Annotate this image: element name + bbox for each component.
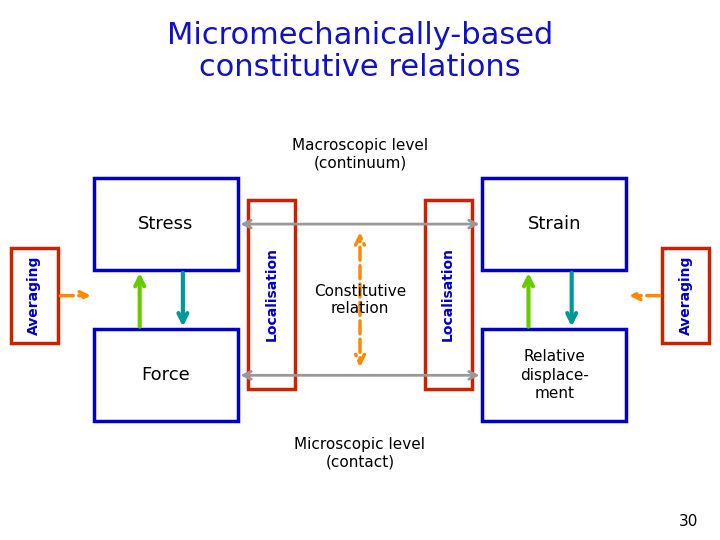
Bar	[248, 200, 295, 389]
Text: Averaging: Averaging	[27, 256, 41, 335]
Bar	[482, 178, 626, 270]
Text: Microscopic level
(contact): Microscopic level (contact)	[294, 437, 426, 470]
Text: Stress: Stress	[138, 215, 193, 233]
Bar	[94, 329, 238, 421]
Text: Strain: Strain	[528, 215, 581, 233]
Text: Micromechanically-based: Micromechanically-based	[167, 21, 553, 50]
Text: Localisation: Localisation	[441, 247, 455, 341]
Text: Localisation: Localisation	[265, 247, 279, 341]
Bar	[94, 178, 238, 270]
Text: Averaging: Averaging	[679, 256, 693, 335]
Text: Macroscopic level
(continuum): Macroscopic level (continuum)	[292, 138, 428, 170]
Bar	[11, 248, 58, 343]
Text: Relative
displace-
ment: Relative displace- ment	[520, 349, 589, 401]
Bar	[482, 329, 626, 421]
Text: constitutive relations: constitutive relations	[199, 53, 521, 82]
Bar	[662, 248, 709, 343]
Text: Constitutive
relation: Constitutive relation	[314, 284, 406, 316]
Text: 30: 30	[679, 514, 698, 529]
Text: Force: Force	[141, 366, 190, 384]
Bar	[425, 200, 472, 389]
